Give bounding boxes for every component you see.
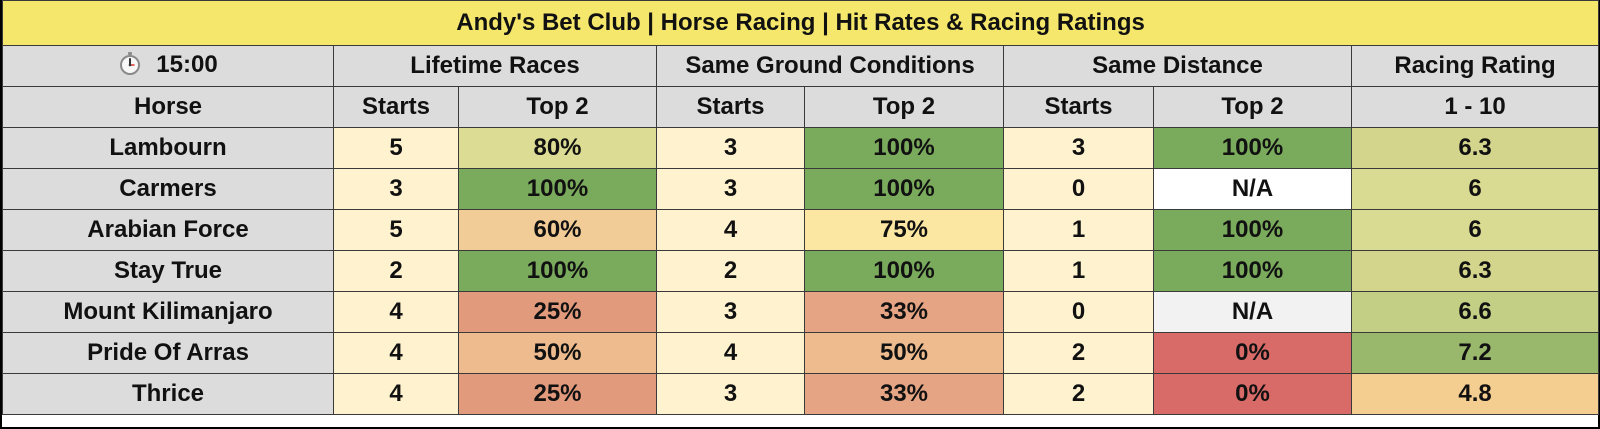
racing-rating-cell: 7.2 [1350, 332, 1600, 374]
racing-rating-header: Racing Rating [1350, 45, 1600, 87]
lifetime-starts-cell: 4 [333, 291, 459, 333]
racing-rating-cell: 6.6 [1350, 291, 1600, 333]
sub-header-row: Horse Starts Top 2 Starts Top 2 Starts T… [2, 86, 1600, 128]
distance-top2-cell: 100% [1153, 127, 1352, 169]
distance-top2-cell: 100% [1153, 209, 1352, 251]
distance-starts-cell: 1 [1003, 250, 1154, 292]
distance-starts-cell: 3 [1003, 127, 1154, 169]
distance-top2-cell: N/A [1153, 291, 1352, 333]
horse-name-cell: Mount Kilimanjaro [2, 291, 334, 333]
ground-top2-cell: 100% [804, 168, 1004, 210]
ground-starts-cell: 3 [656, 291, 805, 333]
same-ground-header: Same Ground Conditions [656, 45, 1004, 87]
rating-range-header: 1 - 10 [1350, 86, 1600, 128]
distance-starts-cell: 2 [1003, 332, 1154, 374]
horse-name-cell: Thrice [2, 373, 334, 415]
distance-starts-header: Starts [1003, 86, 1154, 128]
horse-name-cell: Stay True [2, 250, 334, 292]
ground-top2-cell: 33% [804, 373, 1004, 415]
group-header-row: 15:00 Lifetime Races Same Ground Conditi… [2, 45, 1600, 87]
lifetime-top2-cell: 80% [458, 127, 657, 169]
ground-top2-cell: 75% [804, 209, 1004, 251]
ground-starts-cell: 3 [656, 168, 805, 210]
distance-top2-cell: 100% [1153, 250, 1352, 292]
lifetime-top2-cell: 100% [458, 168, 657, 210]
table-row: Lambourn 5 80% 3 100% 3 100% 6.3 [2, 127, 1600, 169]
race-time-cell: 15:00 [2, 45, 334, 87]
distance-top2-header: Top 2 [1153, 86, 1352, 128]
lifetime-starts-cell: 5 [333, 209, 459, 251]
distance-top2-cell: N/A [1153, 168, 1352, 210]
same-distance-header: Same Distance [1003, 45, 1352, 87]
stopwatch-icon [118, 51, 142, 82]
lifetime-starts-cell: 4 [333, 332, 459, 374]
ground-starts-cell: 3 [656, 373, 805, 415]
table-row: Mount Kilimanjaro 4 25% 3 33% 0 N/A 6.6 [2, 291, 1600, 333]
race-time: 15:00 [156, 50, 218, 78]
table-row: Arabian Force 5 60% 4 75% 1 100% 6 [2, 209, 1600, 251]
distance-starts-cell: 2 [1003, 373, 1154, 415]
ground-starts-cell: 2 [656, 250, 805, 292]
distance-starts-cell: 0 [1003, 168, 1154, 210]
horse-name-cell: Pride Of Arras [2, 332, 334, 374]
racing-rating-cell: 6 [1350, 168, 1600, 210]
ground-starts-cell: 4 [656, 209, 805, 251]
title-row: Andy's Bet Club | Horse Racing | Hit Rat… [1, 0, 1600, 46]
horse-header: Horse [2, 86, 334, 128]
ground-starts-cell: 3 [656, 127, 805, 169]
lifetime-top2-cell: 60% [458, 209, 657, 251]
distance-top2-cell: 0% [1153, 332, 1352, 374]
hit-rates-table: Andy's Bet Club | Horse Racing | Hit Rat… [1, 0, 1600, 415]
ground-starts-header: Starts [656, 86, 805, 128]
lifetime-top2-cell: 25% [458, 291, 657, 333]
ground-top2-cell: 33% [804, 291, 1004, 333]
racing-rating-cell: 6.3 [1350, 250, 1600, 292]
table-row: Thrice 4 25% 3 33% 2 0% 4.8 [2, 373, 1600, 415]
racing-rating-cell: 6.3 [1350, 127, 1600, 169]
lifetime-top2-cell: 25% [458, 373, 657, 415]
racing-rating-cell: 4.8 [1350, 373, 1600, 415]
table-row: Carmers 3 100% 3 100% 0 N/A 6 [2, 168, 1600, 210]
ground-top2-header: Top 2 [804, 86, 1004, 128]
lifetime-starts-cell: 3 [333, 168, 459, 210]
ground-starts-cell: 4 [656, 332, 805, 374]
table-row: Pride Of Arras 4 50% 4 50% 2 0% 7.2 [2, 332, 1600, 374]
lifetime-top2-cell: 100% [458, 250, 657, 292]
horse-name-cell: Carmers [2, 168, 334, 210]
distance-starts-cell: 1 [1003, 209, 1154, 251]
ground-top2-cell: 50% [804, 332, 1004, 374]
table-title: Andy's Bet Club | Horse Racing | Hit Rat… [1, 0, 1600, 46]
lifetime-starts-cell: 4 [333, 373, 459, 415]
lifetime-starts-cell: 2 [333, 250, 459, 292]
lifetime-races-header: Lifetime Races [333, 45, 657, 87]
lifetime-starts-cell: 5 [333, 127, 459, 169]
lifetime-top2-cell: 50% [458, 332, 657, 374]
ground-top2-cell: 100% [804, 250, 1004, 292]
racing-rating-cell: 6 [1350, 209, 1600, 251]
ground-top2-cell: 100% [804, 127, 1004, 169]
horse-name-cell: Lambourn [2, 127, 334, 169]
table-row: Stay True 2 100% 2 100% 1 100% 6.3 [2, 250, 1600, 292]
lifetime-starts-header: Starts [333, 86, 459, 128]
horse-name-cell: Arabian Force [2, 209, 334, 251]
lifetime-top2-header: Top 2 [458, 86, 657, 128]
distance-top2-cell: 0% [1153, 373, 1352, 415]
distance-starts-cell: 0 [1003, 291, 1154, 333]
